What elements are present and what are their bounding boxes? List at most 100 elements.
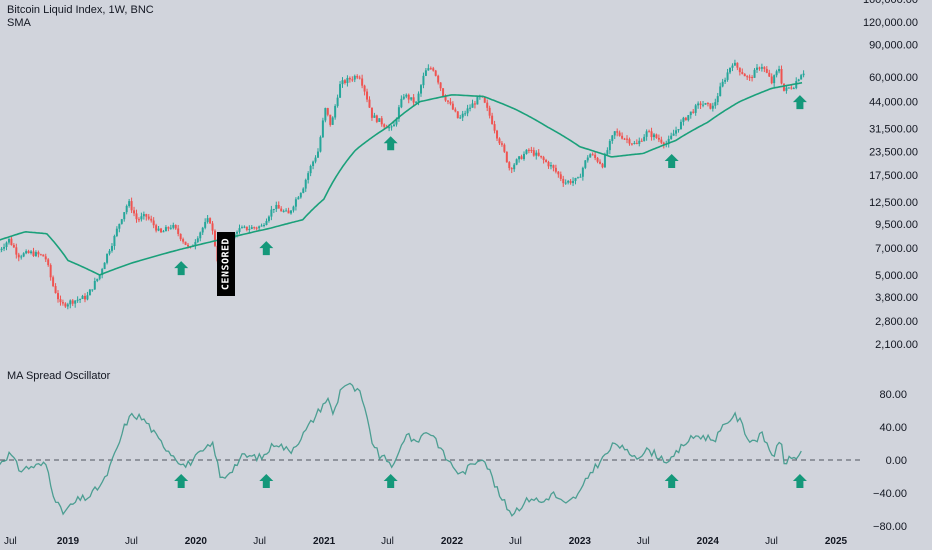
candle (738, 67, 741, 76)
candle (34, 250, 37, 257)
candle-body (702, 104, 705, 106)
candle-body (530, 149, 533, 151)
candle (694, 103, 697, 116)
candle (751, 75, 754, 82)
candle-body (672, 133, 675, 136)
candle (586, 155, 589, 163)
candle (71, 299, 74, 307)
candle (142, 211, 145, 220)
candle-body (34, 252, 37, 256)
candle-body (184, 241, 187, 245)
price-tick-label: 60,000.00 (869, 72, 918, 84)
candle (613, 131, 616, 140)
candle (52, 275, 55, 288)
candle-body (442, 88, 445, 97)
candle-body (160, 228, 163, 233)
candle (66, 302, 69, 310)
candle (699, 101, 702, 109)
time-tick-label: 2021 (313, 536, 336, 547)
candle (525, 149, 528, 155)
candle (535, 150, 538, 160)
candle-body (540, 155, 543, 158)
candle (601, 162, 604, 169)
candle (469, 104, 472, 112)
candle-body (106, 253, 109, 263)
candle (569, 179, 572, 185)
candle (729, 67, 732, 75)
candle (93, 277, 96, 290)
candle-body (140, 216, 143, 220)
candle-body (125, 205, 128, 213)
candle-body (466, 108, 469, 114)
candle-body (76, 299, 79, 301)
candle (581, 166, 584, 181)
candle-body (5, 242, 8, 248)
candle (133, 206, 136, 217)
candle-body (380, 118, 383, 125)
candle-body (407, 94, 410, 100)
candle (743, 73, 746, 77)
candle (496, 129, 499, 142)
candle-body (525, 149, 528, 154)
candle (10, 236, 13, 246)
candle-body (199, 232, 202, 239)
candle-body (716, 96, 719, 103)
candle-body (510, 168, 513, 170)
candle (243, 225, 246, 229)
time-tick-label: Jul (4, 536, 17, 547)
price-tick-label: 7,000.00 (875, 243, 918, 255)
candle (454, 107, 457, 113)
candle (199, 231, 202, 242)
candle (689, 111, 692, 119)
candle-body (280, 208, 283, 212)
candle (206, 215, 209, 224)
candle-body (79, 298, 82, 300)
candle (108, 248, 111, 256)
candle-body (339, 84, 342, 98)
candle (346, 75, 349, 87)
candle (518, 156, 521, 163)
candle-body (209, 218, 212, 224)
candle (172, 222, 175, 230)
candle-body (275, 204, 278, 209)
candle-body (581, 167, 584, 177)
candle-body (236, 231, 239, 234)
candle-body (54, 286, 57, 294)
candle-body (61, 302, 64, 304)
candle (574, 177, 577, 185)
candle-body (768, 72, 771, 77)
candle-body (775, 71, 778, 76)
candle (287, 207, 290, 214)
signal-arrow-icon (259, 241, 274, 256)
candle-body (187, 244, 189, 247)
candle (375, 114, 378, 124)
candle-body (248, 228, 251, 230)
candle (248, 225, 251, 234)
candle-body (586, 157, 589, 161)
signal-arrow-icon (664, 154, 679, 169)
candle (201, 226, 204, 235)
candle-body (37, 252, 40, 255)
candle (755, 64, 758, 73)
candle (498, 137, 501, 145)
candle (361, 74, 364, 89)
time-tick-label: Jul (253, 536, 266, 547)
candle-body (800, 75, 803, 80)
candle-body (633, 142, 636, 144)
candle-body (603, 154, 606, 168)
candle (174, 224, 177, 230)
chart-title: Bitcoin Liquid Index, 1W, BNC (7, 4, 154, 16)
candle (746, 75, 749, 81)
candle (61, 299, 64, 306)
candle (294, 197, 297, 211)
candle-body (302, 188, 305, 193)
candle-body (606, 150, 609, 155)
candle-body (49, 265, 52, 278)
candle (88, 288, 91, 296)
candle (594, 152, 597, 161)
candle-body (52, 277, 55, 287)
candle (576, 176, 579, 179)
candle (39, 253, 42, 256)
candle (196, 236, 199, 244)
candle (152, 217, 155, 229)
